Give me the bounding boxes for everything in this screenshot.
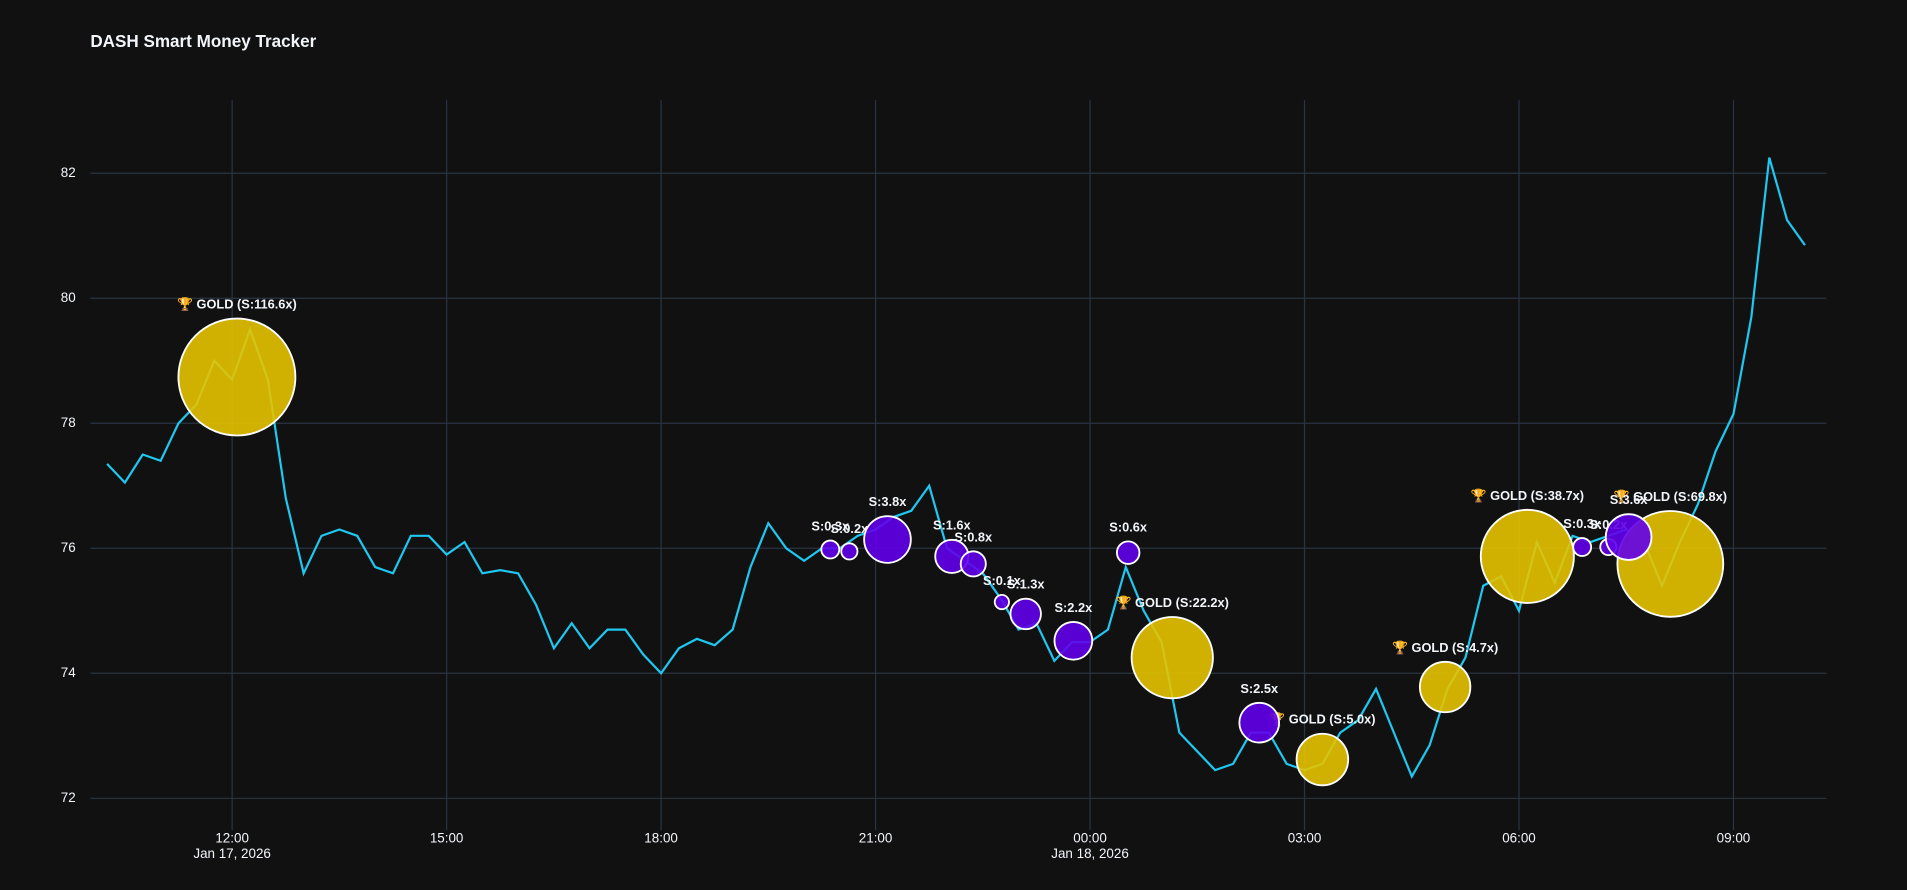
bubble [993, 593, 1010, 611]
bubble-label: S:0.3x [1563, 516, 1602, 531]
bubble [1572, 537, 1593, 557]
bubble-label: 🏆 GOLD (S:4.7x) [1392, 640, 1498, 655]
x-tick-label: 03:00 [1288, 830, 1322, 845]
y-tick-label: 74 [61, 665, 76, 680]
bubble [1130, 616, 1214, 700]
bubble [840, 542, 859, 561]
bubble-label: S:1.6x [933, 518, 972, 533]
bubble [959, 550, 987, 578]
bubble-label: S:0.6x [1109, 519, 1148, 534]
y-tick-label: 78 [61, 415, 76, 430]
x-tick-label: 15:00 [430, 830, 464, 845]
x-tick-date: Jan 17, 2026 [193, 846, 271, 861]
x-tick-label: 12:00 [215, 830, 249, 845]
bubble [863, 515, 912, 564]
x-tick-label: 18:00 [644, 830, 678, 845]
bubble [820, 539, 841, 560]
x-tick-label: 09:00 [1717, 830, 1751, 845]
y-tick-label: 76 [61, 540, 76, 555]
y-tick-label: 80 [61, 290, 76, 305]
bubble-label: S:0.1x [983, 573, 1022, 588]
bubble-label: S:0.3x [811, 519, 850, 534]
grid [90, 100, 1827, 831]
y-tick-label: 82 [61, 165, 76, 180]
x-tick-label: 06:00 [1502, 830, 1536, 845]
bubble-label: S:3.6x [1610, 492, 1649, 507]
bubble [1009, 597, 1042, 631]
x-tick-label: 00:00 [1073, 830, 1107, 845]
bubble [1295, 732, 1350, 787]
y-tick-label: 72 [61, 790, 76, 805]
chart-title: DASH Smart Money Tracker [90, 32, 316, 51]
x-tick-label: 21:00 [859, 830, 893, 845]
bubble-label: S:0.8x [954, 529, 993, 544]
bubble-label: 🏆 GOLD (S:38.7x) [1471, 488, 1584, 503]
bubble-label: 🏆 GOLD (S:116.6x) [177, 296, 297, 311]
bubble [1604, 513, 1653, 561]
bubble-label: 🏆 GOLD (S:22.2x) [1116, 595, 1229, 610]
bubble-label: S:2.5x [1240, 681, 1279, 696]
bubble-label: 🏆 GOLD (S:69.8x) [1614, 489, 1727, 504]
bubble [177, 317, 297, 437]
bubble [1479, 508, 1575, 604]
x-tick-date: Jan 18, 2026 [1051, 846, 1129, 861]
bubble [1238, 701, 1281, 744]
bubble-label: S:3.8x [869, 494, 908, 509]
bubble-label: 🏆 GOLD (S:5.0x) [1269, 712, 1375, 727]
bubble-label: S:2.2x [1055, 600, 1094, 615]
bubble-label: S:1.3x [1007, 577, 1046, 592]
bubble [1418, 660, 1472, 714]
bubble-label: S:0.2x [830, 521, 869, 536]
bubble [1115, 540, 1141, 565]
bubble [1053, 620, 1094, 661]
